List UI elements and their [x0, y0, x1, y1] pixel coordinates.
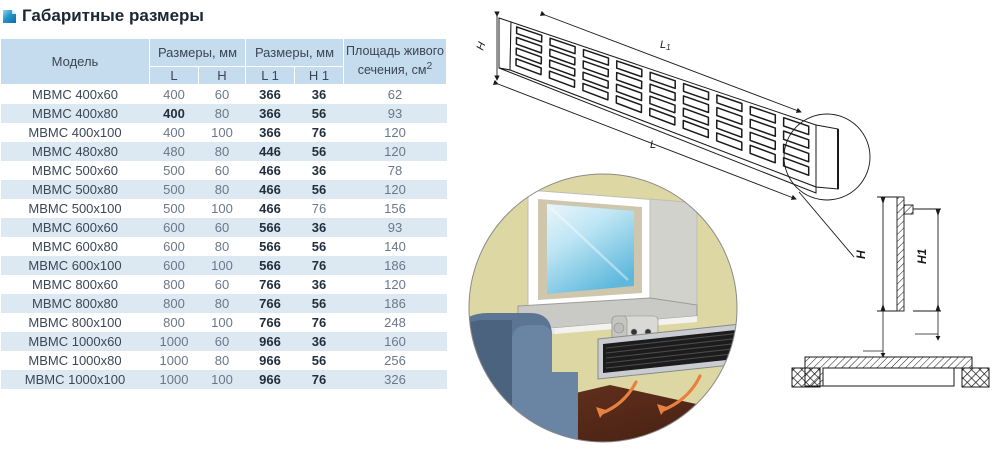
svg-text:L1: L1 — [660, 39, 671, 52]
svg-text:H: H — [854, 250, 868, 259]
svg-text:H1: H1 — [915, 248, 929, 264]
svg-text:H: H — [474, 41, 488, 52]
svg-text:L: L — [650, 139, 656, 151]
